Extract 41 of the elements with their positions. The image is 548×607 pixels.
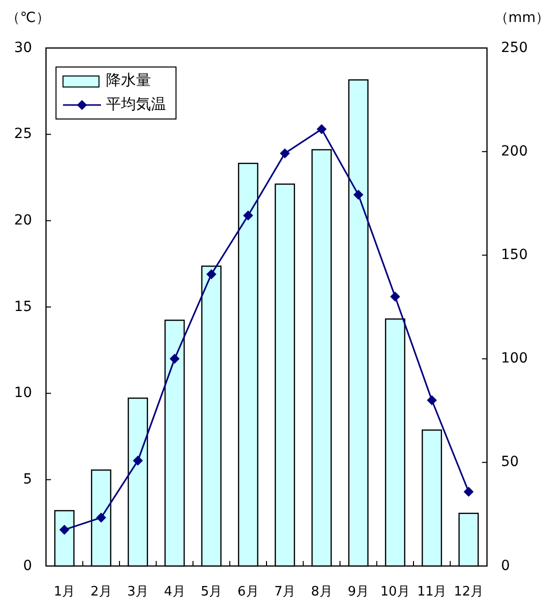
point bbox=[243, 210, 254, 220]
y2-tick-label: 200 bbox=[501, 143, 528, 160]
point bbox=[96, 512, 106, 523]
x-tick-label: 8月 bbox=[310, 584, 332, 600]
y-tick-label: 10 bbox=[14, 385, 32, 402]
y-axis-title: （℃） bbox=[6, 10, 50, 26]
x-tick-label: 4月 bbox=[164, 584, 186, 600]
y-tick-label: 25 bbox=[14, 126, 32, 142]
point bbox=[390, 292, 400, 302]
x-tick-label: 3月 bbox=[127, 584, 149, 600]
y2-tick-label: 0 bbox=[501, 558, 510, 574]
point bbox=[316, 124, 327, 134]
y-tick-label: 5 bbox=[23, 471, 32, 488]
x-tick-label: 12月 bbox=[454, 584, 484, 600]
y2-tick-label: 150 bbox=[501, 247, 528, 264]
point bbox=[206, 269, 216, 280]
point bbox=[170, 354, 180, 364]
x-tick-label: 11月 bbox=[417, 584, 447, 600]
x-tick-label: 1月 bbox=[54, 584, 76, 600]
x-tick-label: 7月 bbox=[274, 584, 296, 600]
legend-label: 降水量 bbox=[106, 71, 151, 90]
x-tick-label: 2月 bbox=[90, 584, 112, 600]
point bbox=[59, 524, 70, 535]
y-tick-label: 0 bbox=[23, 558, 32, 574]
x-tick-label: 9月 bbox=[348, 584, 370, 600]
y2-tick-label: 50 bbox=[501, 454, 519, 470]
point bbox=[132, 456, 143, 466]
y-tick-label: 30 bbox=[14, 40, 32, 56]
y2-axis-title: （mm） bbox=[494, 10, 548, 26]
y2-tick-label: 250 bbox=[501, 40, 528, 56]
point bbox=[280, 148, 290, 158]
y-tick-label: 20 bbox=[14, 212, 32, 228]
legend-label: 平均気温 bbox=[106, 95, 166, 114]
x-tick-label: 10月 bbox=[380, 584, 410, 600]
x-tick-label: 6月 bbox=[237, 584, 259, 600]
y2-tick-label: 100 bbox=[501, 350, 528, 367]
point bbox=[353, 190, 364, 200]
y-tick-label: 15 bbox=[14, 298, 32, 315]
point bbox=[464, 486, 474, 497]
x-tick-label: 5月 bbox=[200, 584, 222, 600]
point bbox=[426, 395, 437, 406]
